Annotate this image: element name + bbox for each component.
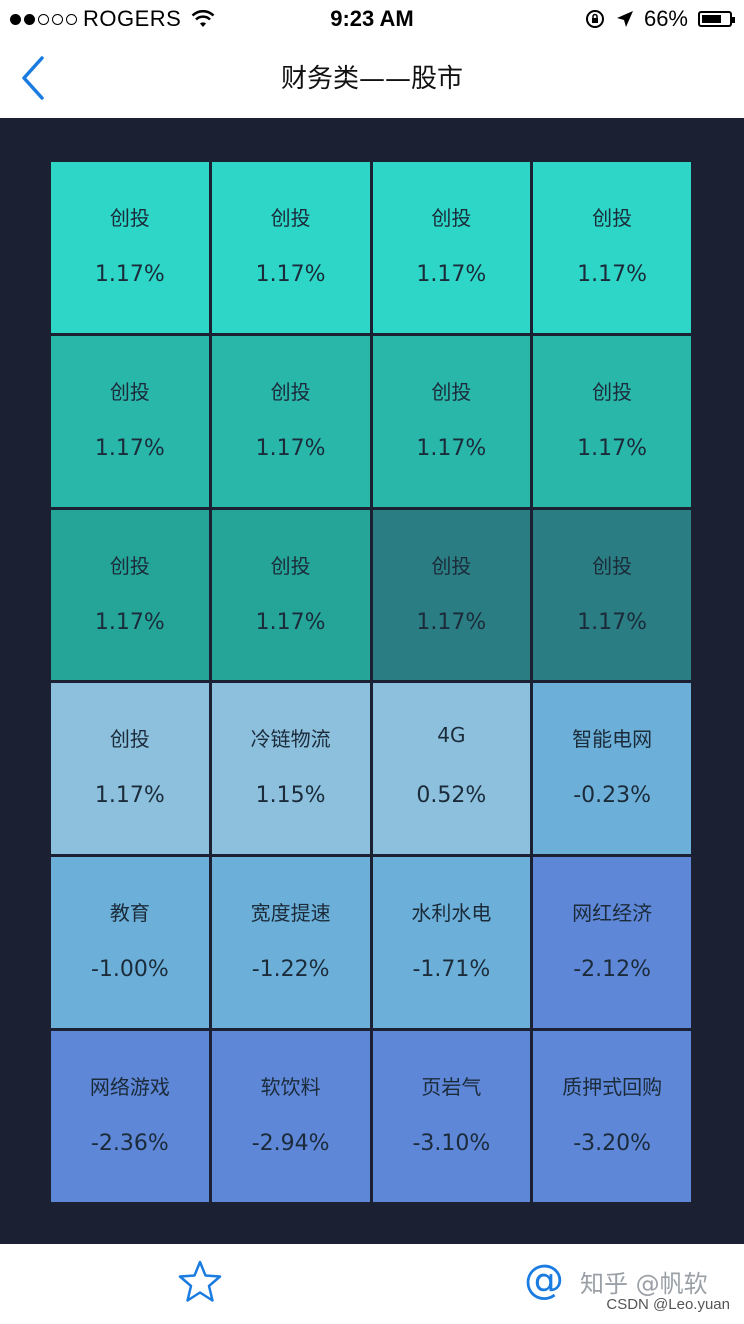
sector-change-percent: -1.71% (412, 957, 491, 983)
at-icon[interactable]: @ (524, 1257, 564, 1303)
sector-name: 创投 (431, 206, 472, 230)
sector-change-percent: 1.17% (577, 609, 648, 635)
sector-tile[interactable]: 创投 1.17% (533, 335, 691, 507)
sector-name: 创投 (592, 379, 633, 404)
sector-change-percent: -1.00% (90, 957, 169, 983)
sector-tile[interactable]: 创投 1.17% (372, 335, 531, 507)
sector-tile[interactable]: 创投 1.17% (51, 683, 209, 855)
sector-name: 智能电网 (572, 727, 653, 752)
sector-name: 创投 (270, 553, 311, 578)
tab-bar: @ 知乎 @帆软 CSDN @Leo.yuan (0, 1244, 744, 1324)
sector-change-percent: -2.36% (90, 1131, 169, 1157)
sector-name: 教育 (109, 901, 150, 926)
sector-name: 创投 (109, 727, 150, 752)
nav-bar: 财务类——股市 (0, 38, 744, 118)
sector-name: 创投 (109, 206, 150, 230)
sector-change-percent: 1.17% (94, 783, 165, 809)
sector-tile[interactable]: 创投 1.17% (372, 162, 531, 333)
location-arrow-icon (616, 11, 633, 27)
sector-tile[interactable]: 水利水电 -1.71% (372, 857, 531, 1029)
sector-change-percent: -2.94% (251, 1131, 330, 1157)
battery-icon (698, 11, 735, 27)
chevron-left-icon (22, 56, 44, 100)
sector-change-percent: 1.17% (416, 609, 487, 635)
sector-change-percent: -0.23% (573, 783, 652, 809)
battery-percent: 66% (643, 6, 688, 31)
watermark-csdn: CSDN @Leo.yuan (606, 1296, 730, 1313)
sector-change-percent: 1.17% (577, 262, 648, 287)
sector-name: 创投 (592, 206, 633, 230)
sector-tile[interactable]: 质押式回购 -3.20% (533, 1031, 691, 1202)
sector-tile[interactable]: 创投 1.17% (211, 509, 370, 681)
sector-name: 创投 (109, 553, 150, 578)
sector-heatmap-grid: 创投 1.17% 创投 1.17% 创投 1.17% 创投 1.17% 创投 1.17% 创投 1.1… (51, 162, 691, 1202)
sector-name: 宽度提速 (250, 901, 331, 926)
status-time: 9:23 AM (330, 6, 414, 31)
sector-tile[interactable]: 宽度提速 -1.22% (211, 857, 370, 1029)
sector-name: 网络游戏 (89, 1075, 170, 1100)
sector-change-percent: 1.17% (94, 435, 165, 461)
page-title: 财务类——股市 (280, 64, 463, 94)
sector-change-percent: -3.10% (412, 1131, 491, 1157)
sector-change-percent: 1.17% (255, 262, 326, 287)
sector-name: 网红经济 (572, 901, 653, 926)
sector-name: 创投 (431, 553, 472, 578)
sector-change-percent: 1.17% (94, 262, 165, 287)
sector-tile[interactable]: 创投 1.17% (533, 509, 691, 681)
sector-name: 创投 (592, 553, 633, 578)
sector-tile[interactable]: 4G 0.52% (372, 683, 531, 855)
sector-name: 质押式回购 (562, 1075, 663, 1100)
sector-tile[interactable]: 创投 1.17% (533, 162, 691, 333)
sector-tile[interactable]: 创投 1.17% (211, 162, 370, 333)
sector-name: 水利水电 (411, 901, 492, 926)
sector-change-percent: 1.17% (255, 435, 326, 461)
sector-change-percent: 1.17% (416, 262, 487, 287)
signal-strength-icon (10, 13, 77, 25)
sector-tile[interactable]: 教育 -1.00% (51, 857, 209, 1029)
sector-tile[interactable]: 创投 1.17% (51, 162, 209, 333)
rotation-lock-icon (585, 10, 604, 28)
back-button[interactable] (14, 52, 54, 104)
sector-tile[interactable]: 网络游戏 -2.36% (51, 1031, 209, 1202)
sector-tile[interactable]: 创投 1.17% (51, 335, 209, 507)
status-left: ROGERS (10, 6, 215, 32)
sector-tile[interactable]: 智能电网 -0.23% (533, 683, 691, 855)
sector-change-percent: 1.17% (577, 435, 648, 461)
status-bar: ROGERS 9:23 AM 66% (0, 0, 744, 38)
sector-change-percent: 0.52% (416, 783, 487, 809)
sector-change-percent: -1.22% (251, 957, 330, 983)
sector-change-percent: -2.12% (573, 957, 652, 983)
sector-name: 创投 (431, 379, 472, 404)
heatmap-area: 创投 1.17% 创投 1.17% 创投 1.17% 创投 1.17% 创投 1.17% 创投 1.1… (0, 118, 744, 1244)
sector-change-percent: 1.17% (255, 609, 326, 635)
sector-change-percent: 1.17% (416, 435, 487, 461)
sector-tile[interactable]: 创投 1.17% (372, 509, 531, 681)
sector-change-percent: 1.17% (94, 609, 165, 635)
sector-tile[interactable]: 创投 1.17% (211, 335, 370, 507)
wifi-icon (191, 10, 215, 27)
sector-tile[interactable]: 创投 1.17% (51, 509, 209, 681)
sector-name: 创投 (109, 379, 150, 404)
sector-name: 冷链物流 (250, 727, 331, 752)
sector-name: 页岩气 (421, 1075, 482, 1100)
carrier-name: ROGERS (83, 6, 182, 31)
watermark-zhihu: 知乎 @帆软 (580, 1270, 708, 1298)
sector-tile[interactable]: 网红经济 -2.12% (533, 857, 691, 1029)
sector-tile[interactable]: 冷链物流 1.15% (211, 683, 370, 855)
status-right: 66% (584, 6, 735, 32)
sector-change-percent: -3.20% (573, 1131, 652, 1157)
star-icon (178, 1260, 222, 1302)
favorite-button[interactable] (176, 1258, 224, 1306)
sector-name: 创投 (270, 379, 311, 404)
sector-tile[interactable]: 页岩气 -3.10% (372, 1031, 531, 1202)
sector-change-percent: 1.15% (255, 783, 326, 809)
sector-name: 软饮料 (260, 1075, 321, 1100)
sector-tile[interactable]: 软饮料 -2.94% (211, 1031, 370, 1202)
sector-name: 创投 (270, 206, 311, 230)
sector-name: 4G (437, 723, 466, 748)
